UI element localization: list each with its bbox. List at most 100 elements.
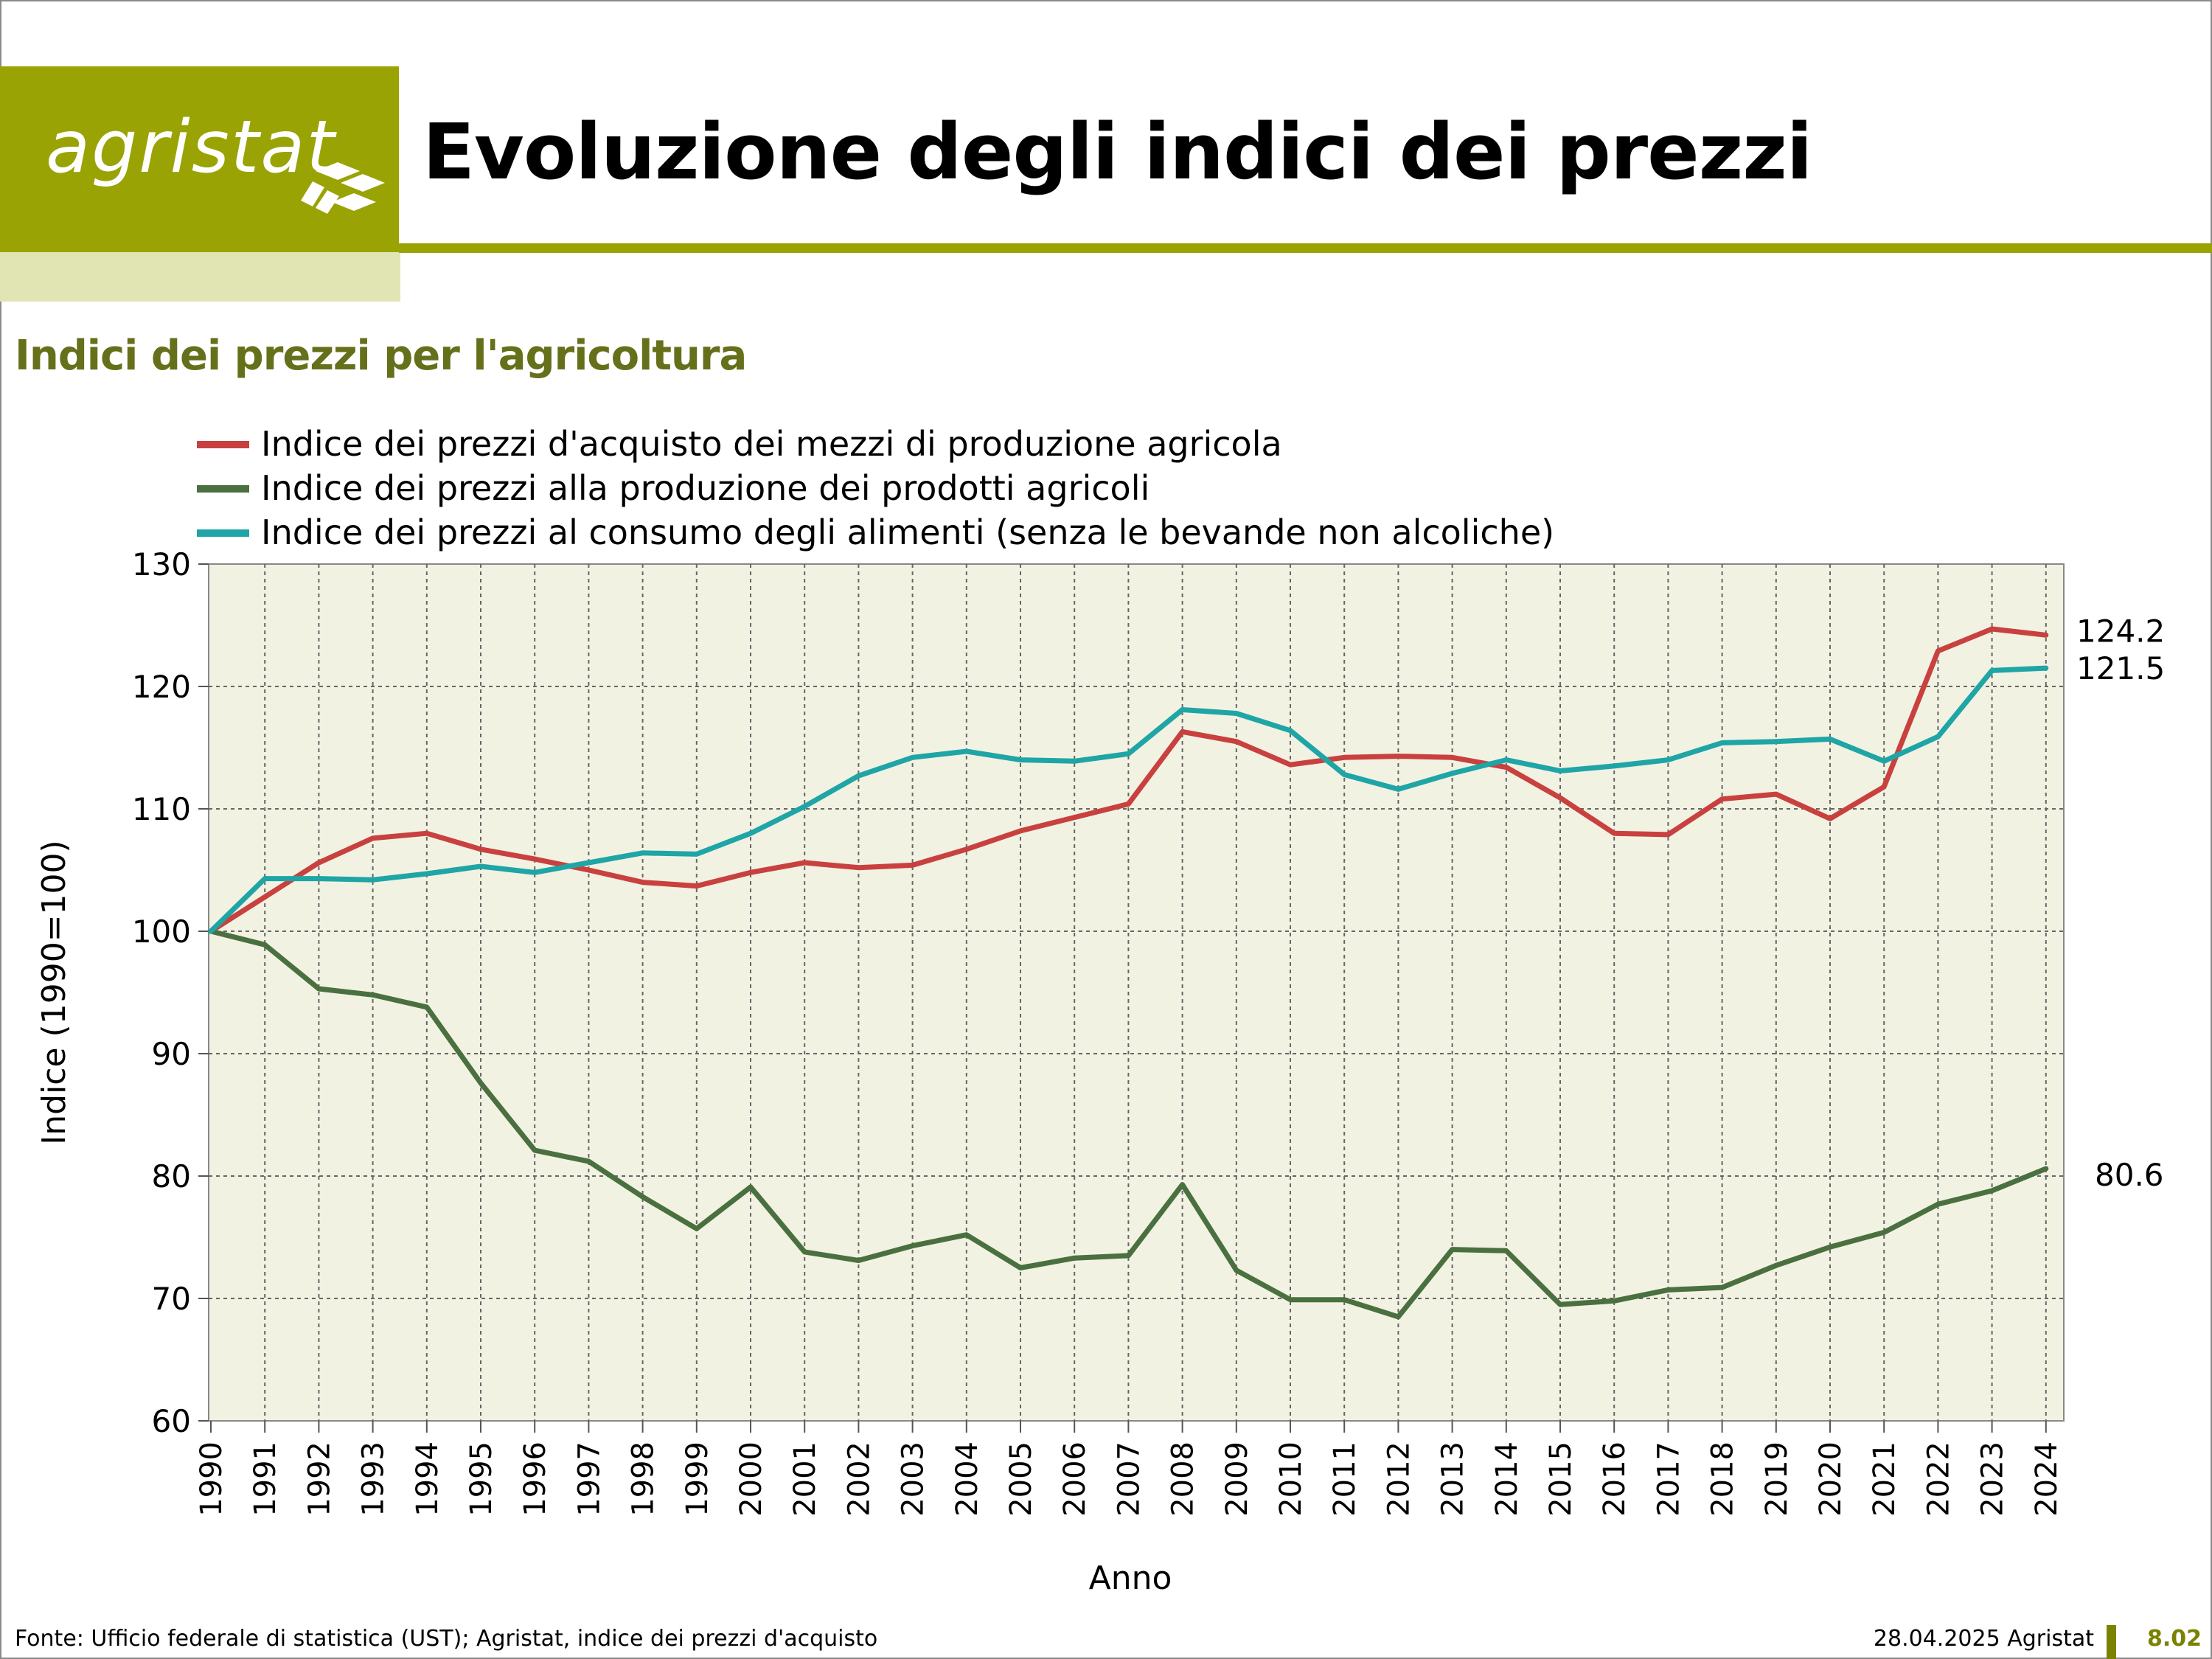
data-point	[1127, 803, 1130, 805]
data-point	[1343, 773, 1346, 776]
data-point	[1127, 753, 1130, 755]
y-tick-label: 130	[132, 546, 191, 582]
data-point	[1290, 729, 1291, 731]
data-point	[1505, 766, 1507, 768]
agristat-logo-mark-icon	[301, 162, 385, 214]
series-group	[208, 626, 2049, 1320]
x-tick-label: 1992	[302, 1441, 336, 1517]
data-point	[911, 757, 914, 759]
data-point	[641, 881, 644, 883]
data-point	[1397, 1315, 1399, 1318]
x-tick-label: 1995	[465, 1441, 498, 1517]
y-tick-label: 110	[132, 791, 191, 827]
data-point	[264, 944, 266, 946]
title-rule	[399, 243, 2212, 253]
data-point	[1937, 1203, 1939, 1206]
data-point	[480, 866, 481, 868]
grid-lines	[209, 564, 2064, 1421]
x-tick-label: 2022	[1921, 1441, 1955, 1517]
data-point	[1235, 712, 1237, 714]
data-point	[750, 832, 751, 835]
x-tick-label: 1998	[627, 1441, 661, 1517]
x-tick-label: 2016	[1598, 1441, 1632, 1517]
data-point	[1181, 709, 1183, 711]
data-point	[1667, 759, 1669, 761]
data-point	[1559, 1304, 1561, 1306]
y-tick-label: 120	[132, 669, 191, 705]
data-point	[804, 1251, 806, 1253]
data-point	[1559, 770, 1561, 772]
source-note: Fonte: Ufficio federale di statistica (U…	[15, 1626, 878, 1652]
data-point	[1937, 736, 1939, 738]
data-point	[1991, 627, 1993, 630]
data-point	[1397, 755, 1399, 757]
data-point	[1829, 818, 1831, 820]
data-point	[858, 775, 860, 777]
x-tick-label: 2007	[1112, 1441, 1146, 1517]
x-tick-label: 2004	[950, 1441, 984, 1517]
data-point	[1829, 1246, 1831, 1248]
x-tick-label: 2020	[1814, 1441, 1848, 1517]
data-point	[1667, 1289, 1669, 1291]
x-tick-label: 1996	[518, 1441, 552, 1517]
x-tick-label: 1993	[357, 1441, 391, 1517]
chart-legend: Indice dei prezzi d'acquisto dei mezzi d…	[197, 424, 1554, 552]
x-tick-label: 2000	[734, 1441, 768, 1517]
data-point	[1559, 797, 1561, 799]
footer-date: 28.04.2025 Agristat	[1873, 1626, 2094, 1652]
data-point	[965, 848, 967, 850]
data-point	[1343, 1298, 1346, 1301]
data-point	[1829, 738, 1831, 740]
y-tick-label: 70	[152, 1281, 191, 1317]
data-point	[210, 931, 212, 932]
data-point	[264, 896, 266, 898]
x-axis-title: Anno	[1089, 1559, 1172, 1597]
x-tick-label: 2002	[842, 1441, 876, 1517]
x-tick-label: 1990	[195, 1441, 229, 1517]
data-point	[641, 852, 644, 854]
data-point	[695, 1228, 698, 1230]
data-point	[858, 1259, 860, 1262]
x-tick-label: 2001	[788, 1441, 822, 1517]
y-tick-label: 90	[152, 1036, 191, 1072]
data-point	[804, 805, 806, 807]
y-axis-title: Indice (1990=100)	[35, 840, 73, 1144]
data-point	[641, 1196, 644, 1198]
data-point	[1235, 1269, 1237, 1271]
data-point	[1020, 759, 1021, 761]
footer-divider	[2107, 1625, 2116, 1659]
data-point	[695, 885, 698, 887]
x-tick-label: 2005	[1004, 1441, 1038, 1517]
x-tick-label: 2013	[1436, 1441, 1470, 1517]
axes: 60 70 80 90 100 110 120 130 1990 1991 1992 1993 1994…	[132, 546, 2064, 1517]
data-point	[1343, 757, 1346, 759]
data-point	[425, 832, 428, 835]
data-point	[588, 1161, 590, 1163]
data-point	[965, 1234, 967, 1236]
data-point	[534, 1150, 536, 1152]
data-point	[1613, 1300, 1615, 1302]
x-tick-label: 2023	[1976, 1441, 2010, 1517]
page-title: Evoluzione degli indici dei prezzi	[422, 107, 1812, 197]
x-tick-label: 1991	[248, 1441, 282, 1517]
legend-label: Indice dei prezzi alla produzione dei pr…	[261, 468, 1150, 508]
logo-background	[0, 66, 399, 252]
data-point	[1181, 1183, 1183, 1186]
y-tick-label: 60	[152, 1403, 191, 1439]
data-point	[1721, 742, 1723, 744]
x-tick-label: 2008	[1166, 1441, 1200, 1517]
x-tick-label: 1994	[411, 1441, 445, 1517]
data-point	[318, 877, 320, 880]
data-point	[1181, 731, 1183, 733]
data-point	[1721, 798, 1723, 800]
x-tick-label: 1997	[572, 1441, 606, 1517]
x-tick-label: 2018	[1706, 1441, 1740, 1517]
data-point	[1020, 830, 1021, 832]
page-number: 8.02	[2147, 1626, 2202, 1652]
data-point	[965, 750, 967, 752]
data-point	[2045, 634, 2047, 636]
data-point	[1127, 1254, 1130, 1256]
data-point	[480, 848, 481, 850]
series-end-label: 124.2	[2076, 613, 2165, 649]
